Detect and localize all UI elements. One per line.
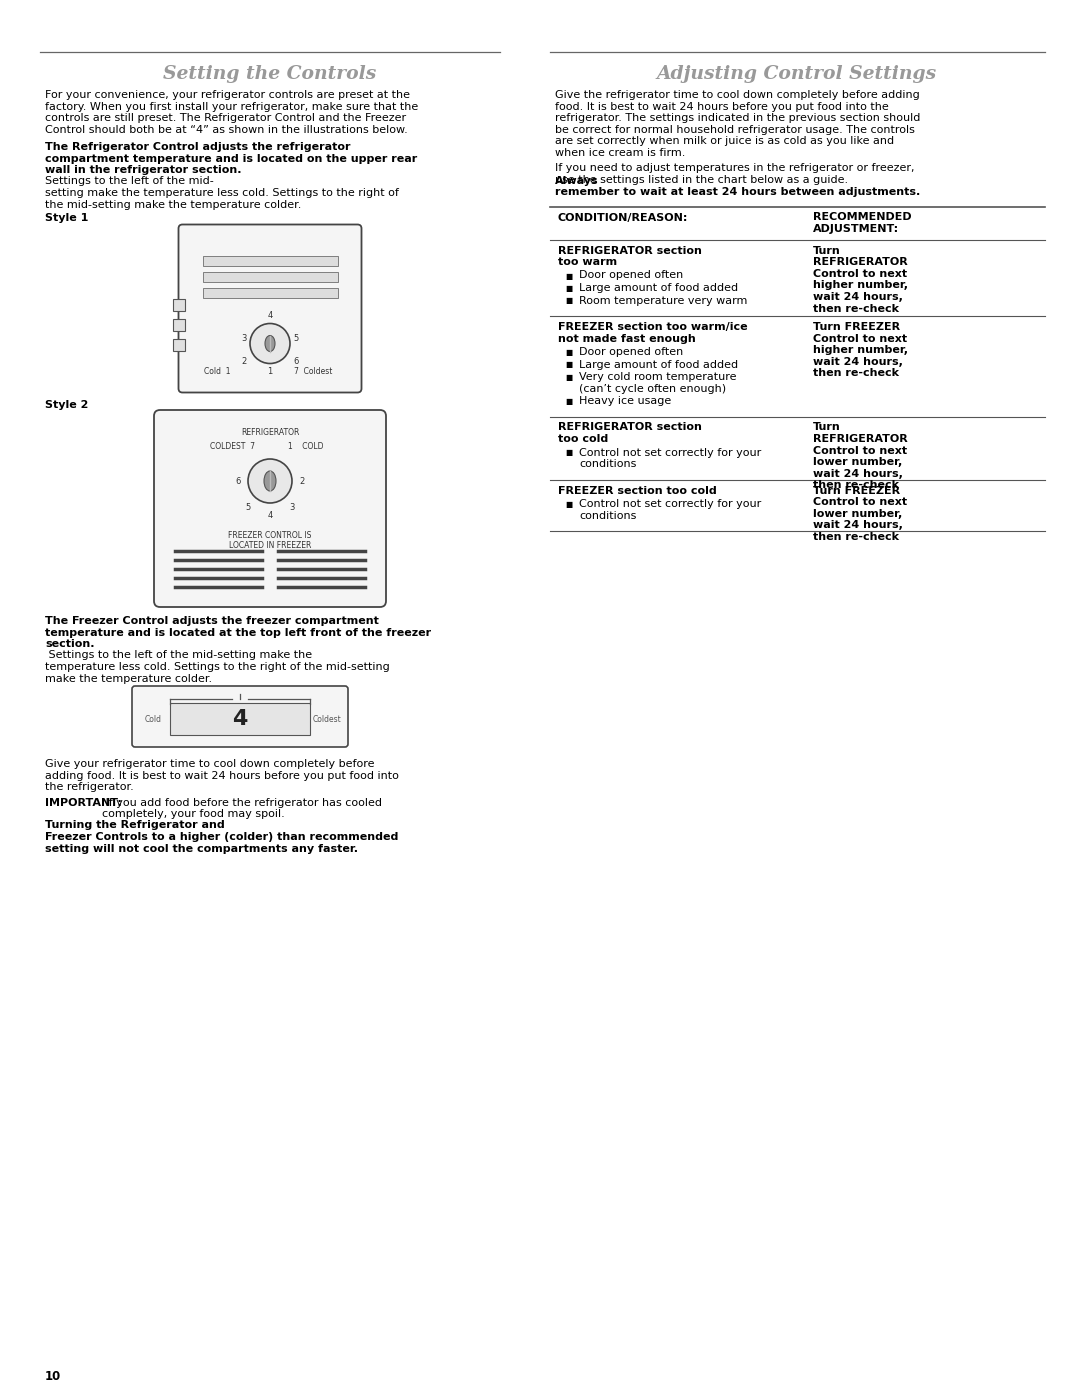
Text: Settings to the left of the mid-setting make the
temperature less cold. Settings: Settings to the left of the mid-setting … xyxy=(45,651,390,683)
Circle shape xyxy=(249,324,291,363)
Text: 1    COLD: 1 COLD xyxy=(288,441,324,451)
FancyBboxPatch shape xyxy=(132,686,348,747)
Text: Very cold room temperature
(can’t cycle often enough): Very cold room temperature (can’t cycle … xyxy=(579,372,737,394)
Text: RECOMMENDED
ADJUSTMENT:: RECOMMENDED ADJUSTMENT: xyxy=(813,212,912,235)
Text: REFRIGERATOR: REFRIGERATOR xyxy=(241,427,299,437)
Text: Turn FREEZER
Control to next
higher number,
wait 24 hours,
then re-check: Turn FREEZER Control to next higher numb… xyxy=(813,321,908,379)
Ellipse shape xyxy=(264,471,276,490)
Text: ■: ■ xyxy=(565,296,572,306)
Bar xyxy=(203,288,337,298)
Text: ■: ■ xyxy=(565,284,572,293)
Text: FREEZER section too cold: FREEZER section too cold xyxy=(558,486,717,496)
Text: Setting the Controls: Setting the Controls xyxy=(163,66,377,82)
Text: FREEZER section too warm/ice
not made fast enough: FREEZER section too warm/ice not made fa… xyxy=(558,321,747,344)
Bar xyxy=(203,271,337,282)
Text: Give the refrigerator time to cool down completely before adding
food. It is bes: Give the refrigerator time to cool down … xyxy=(555,89,920,158)
Text: ■: ■ xyxy=(565,348,572,358)
Text: Door opened often: Door opened often xyxy=(579,271,684,281)
Text: If you add food before the refrigerator has cooled
completely, your food may spo: If you add food before the refrigerator … xyxy=(102,798,382,819)
Text: Large amount of food added: Large amount of food added xyxy=(579,284,738,293)
Text: Always
remember to wait at least 24 hours between adjustments.: Always remember to wait at least 24 hour… xyxy=(555,176,920,197)
Text: For your convenience, your refrigerator controls are preset at the
factory. When: For your convenience, your refrigerator … xyxy=(45,89,418,134)
Text: CONDITION/REASON:: CONDITION/REASON: xyxy=(558,212,688,222)
Text: Turning the Refrigerator and
Freezer Controls to a higher (colder) than recommen: Turning the Refrigerator and Freezer Con… xyxy=(45,820,399,854)
Text: Settings to the left of the mid-
setting make the temperature less cold. Setting: Settings to the left of the mid- setting… xyxy=(45,176,399,210)
Ellipse shape xyxy=(265,335,275,352)
Text: 5: 5 xyxy=(245,503,251,511)
Text: 3: 3 xyxy=(241,334,246,344)
Bar xyxy=(173,338,185,351)
Circle shape xyxy=(248,460,292,503)
Text: 5: 5 xyxy=(294,334,299,344)
Bar xyxy=(173,299,185,310)
Text: 3: 3 xyxy=(289,503,295,511)
Text: 7  Coldest: 7 Coldest xyxy=(294,367,333,376)
Text: ■: ■ xyxy=(565,397,572,407)
Bar xyxy=(203,256,337,265)
Text: REFRIGERATOR section
too cold: REFRIGERATOR section too cold xyxy=(558,422,702,444)
Text: ■: ■ xyxy=(565,360,572,369)
Text: Cold  1: Cold 1 xyxy=(203,367,230,376)
Text: ■: ■ xyxy=(565,373,572,381)
Text: 2: 2 xyxy=(241,358,246,366)
Text: Turn
REFRIGERATOR
Control to next
higher number,
wait 24 hours,
then re-check: Turn REFRIGERATOR Control to next higher… xyxy=(813,246,908,313)
Text: 4: 4 xyxy=(232,710,247,729)
Text: Room temperature very warm: Room temperature very warm xyxy=(579,296,747,306)
Text: Large amount of food added: Large amount of food added xyxy=(579,359,738,369)
Bar xyxy=(170,703,310,735)
Text: REFRIGERATOR section
too warm: REFRIGERATOR section too warm xyxy=(558,246,702,267)
Text: Door opened often: Door opened often xyxy=(579,346,684,358)
Text: Heavy ice usage: Heavy ice usage xyxy=(579,395,672,407)
FancyBboxPatch shape xyxy=(154,409,386,608)
Text: 4: 4 xyxy=(268,312,272,320)
Text: 2: 2 xyxy=(299,476,305,486)
FancyBboxPatch shape xyxy=(178,225,362,393)
Bar xyxy=(173,319,185,331)
Text: ■: ■ xyxy=(565,448,572,457)
Text: ■: ■ xyxy=(565,271,572,281)
Text: Coldest: Coldest xyxy=(312,714,341,724)
Text: COLDEST  7: COLDEST 7 xyxy=(210,441,255,451)
Text: Cold: Cold xyxy=(145,714,162,724)
Text: Give your refrigerator time to cool down completely before
adding food. It is be: Give your refrigerator time to cool down… xyxy=(45,759,399,792)
Text: ■: ■ xyxy=(565,500,572,509)
Text: 4: 4 xyxy=(268,510,272,520)
Text: Control not set correctly for your
conditions: Control not set correctly for your condi… xyxy=(579,499,761,521)
Text: Control not set correctly for your
conditions: Control not set correctly for your condi… xyxy=(579,447,761,469)
Text: Turn
REFRIGERATOR
Control to next
lower number,
wait 24 hours,
then re-check: Turn REFRIGERATOR Control to next lower … xyxy=(813,422,908,490)
Text: If you need to adjust temperatures in the refrigerator or freezer,
use the setti: If you need to adjust temperatures in th… xyxy=(555,163,915,184)
Text: 6: 6 xyxy=(235,476,241,486)
Text: Style 2: Style 2 xyxy=(45,401,89,411)
Text: 6: 6 xyxy=(294,358,299,366)
Text: FREEZER CONTROL IS
LOCATED IN FREEZER: FREEZER CONTROL IS LOCATED IN FREEZER xyxy=(228,531,312,550)
Text: The Freezer Control adjusts the freezer compartment
temperature and is located a: The Freezer Control adjusts the freezer … xyxy=(45,616,431,650)
Text: Turn FREEZER
Control to next
lower number,
wait 24 hours,
then re-check: Turn FREEZER Control to next lower numbe… xyxy=(813,486,907,542)
Text: 1: 1 xyxy=(268,367,272,376)
Text: The Refrigerator Control adjusts the refrigerator
compartment temperature and is: The Refrigerator Control adjusts the ref… xyxy=(45,142,417,175)
Text: IMPORTANT:: IMPORTANT: xyxy=(45,798,122,807)
Text: 10: 10 xyxy=(45,1370,62,1383)
Text: Style 1: Style 1 xyxy=(45,212,89,224)
Text: Adjusting Control Settings: Adjusting Control Settings xyxy=(657,66,937,82)
